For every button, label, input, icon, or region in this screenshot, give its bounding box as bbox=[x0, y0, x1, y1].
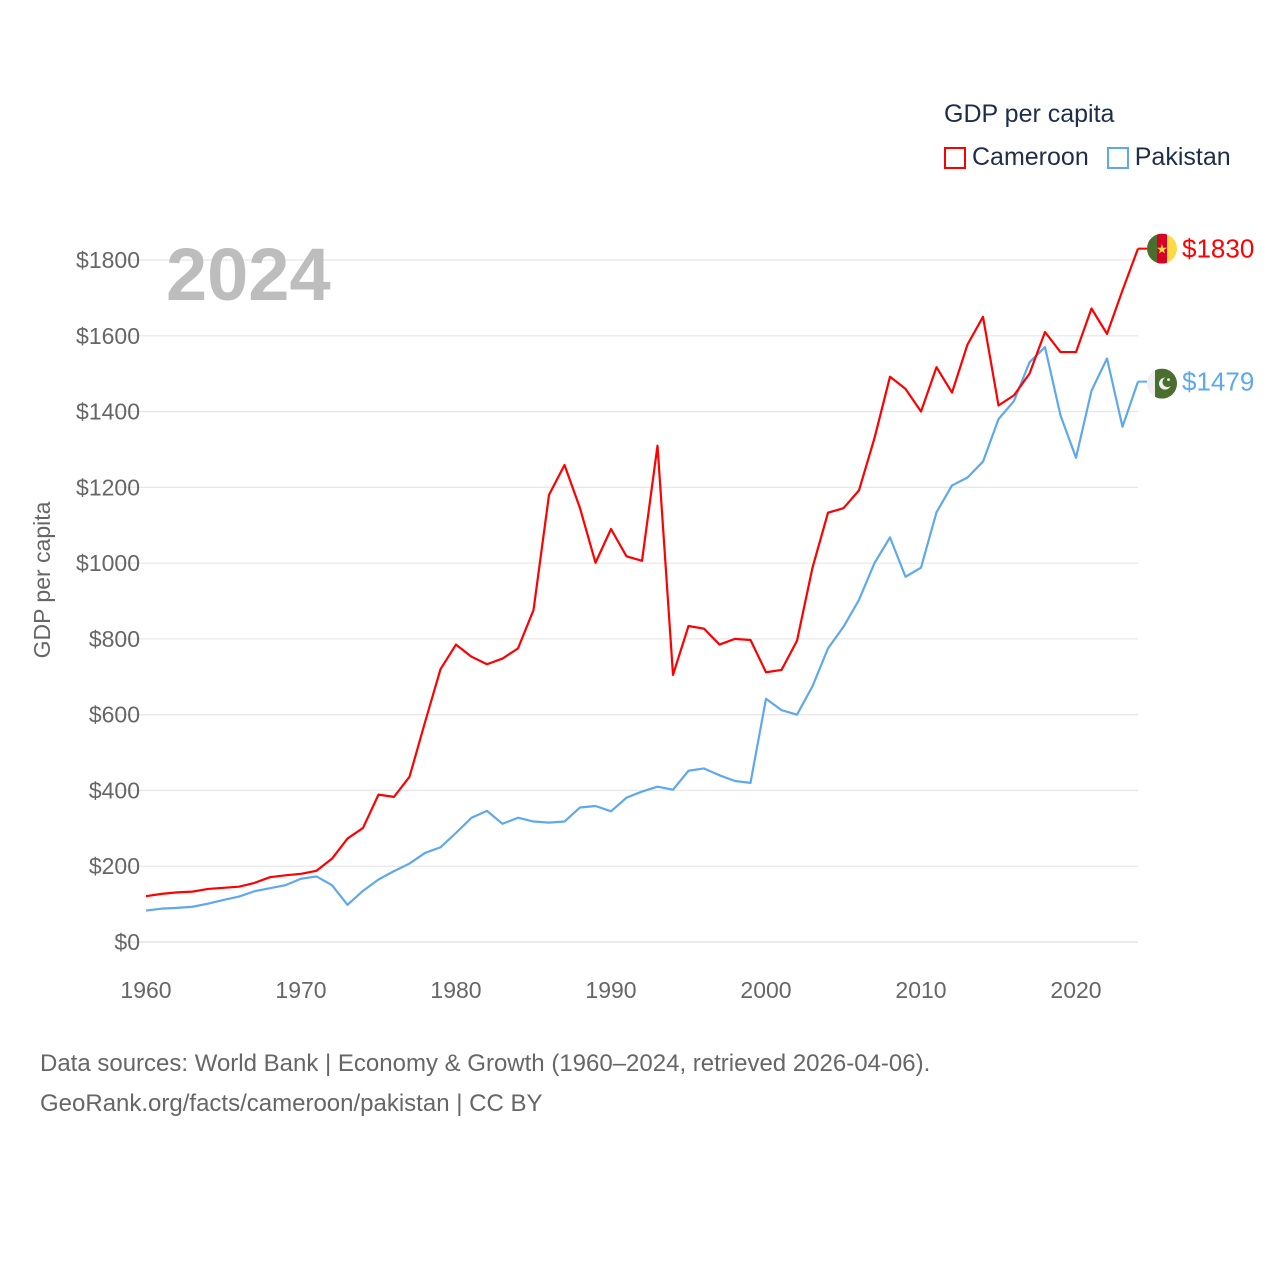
legend-swatch-pakistan bbox=[1106, 146, 1129, 169]
y-axis-label: GDP per capita bbox=[29, 501, 55, 658]
legend-label-pakistan: Pakistan bbox=[1134, 143, 1231, 171]
y-tick-label: $400 bbox=[89, 777, 140, 803]
y-tick-label: $600 bbox=[89, 702, 140, 728]
x-tick-label: 1970 bbox=[275, 977, 326, 1003]
end-marker-cameroon: ★ $1830 bbox=[1138, 233, 1254, 264]
legend-item-pakistan[interactable]: Pakistan bbox=[1106, 143, 1231, 172]
x-tick-label: 2010 bbox=[895, 977, 946, 1003]
end-value-label: $1830 bbox=[1182, 234, 1254, 264]
y-tick-label: $0 bbox=[114, 929, 140, 955]
y-tick-label: $800 bbox=[89, 626, 140, 652]
end-value-label: $1479 bbox=[1182, 367, 1254, 397]
data-source-text: Data sources: World Bank | Economy & Gro… bbox=[40, 1050, 931, 1077]
svg-text:★: ★ bbox=[1156, 242, 1168, 257]
y-tick-label: $1600 bbox=[76, 323, 140, 349]
x-tick-label: 1980 bbox=[430, 977, 481, 1003]
footer: Data sources: World Bank | Economy & Gro… bbox=[40, 1044, 930, 1124]
end-marker-pakistan: $1479 bbox=[1138, 367, 1254, 399]
y-tick-label: $1200 bbox=[76, 474, 140, 500]
y-tick-label: $200 bbox=[89, 853, 140, 879]
year-watermark: 2024 bbox=[166, 233, 331, 316]
y-tick-label: $1400 bbox=[76, 399, 140, 425]
pakistan-flag-icon bbox=[1147, 368, 1177, 399]
y-tick-label: $1000 bbox=[76, 550, 140, 576]
legend: Cameroon Pakistan bbox=[944, 143, 1231, 172]
source-link[interactable]: GeoRank.org/facts/cameroon/pakistan | CC… bbox=[40, 1090, 543, 1117]
x-tick-label: 1990 bbox=[585, 977, 636, 1003]
legend-title: GDP per capita bbox=[944, 100, 1115, 128]
x-tick-label: 1960 bbox=[120, 977, 171, 1003]
series-line-pakistan bbox=[145, 346, 1140, 912]
x-tick-label: 2020 bbox=[1050, 977, 1101, 1003]
cameroon-flag-icon: ★ bbox=[1147, 233, 1177, 264]
legend-label-cameroon: Cameroon bbox=[972, 143, 1089, 171]
legend-item-cameroon[interactable]: Cameroon bbox=[944, 143, 1089, 172]
legend-swatch-cameroon bbox=[944, 146, 966, 169]
x-tick-label: 2000 bbox=[740, 977, 791, 1003]
y-tick-label: $1800 bbox=[76, 247, 140, 273]
series-line-cameroon bbox=[145, 248, 1140, 898]
